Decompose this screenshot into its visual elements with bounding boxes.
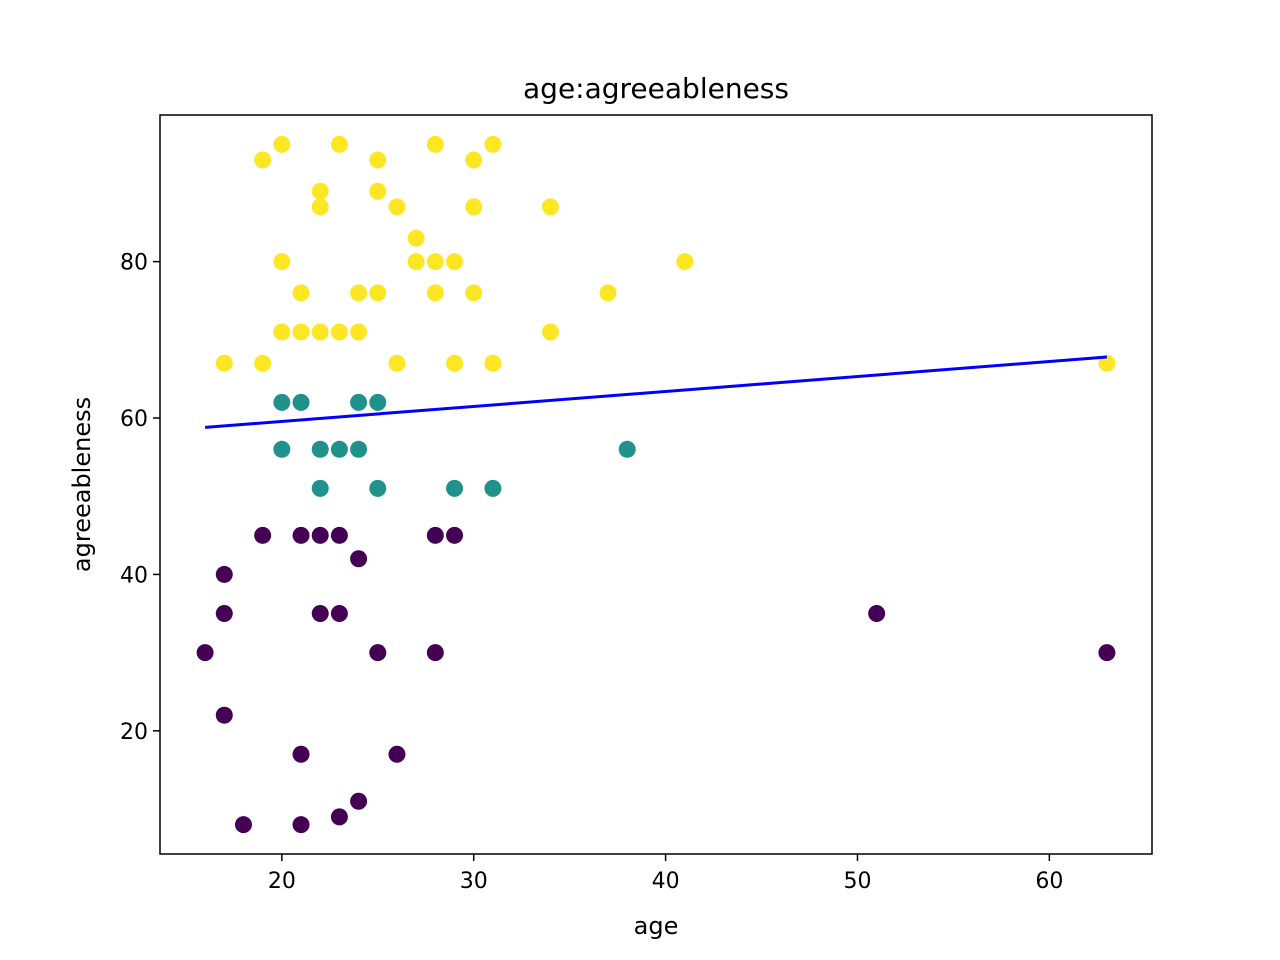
y-tick-label: 40 — [120, 563, 148, 588]
data-point-high — [426, 135, 444, 153]
data-point-low — [388, 745, 406, 763]
data-point-mid — [446, 479, 464, 497]
data-point-high — [465, 151, 483, 169]
data-point-high — [407, 253, 425, 271]
x-tick-label: 50 — [843, 869, 871, 894]
data-point-high — [541, 323, 559, 341]
data-point-high — [369, 182, 387, 200]
data-point-high — [254, 151, 272, 169]
data-point-mid — [350, 393, 368, 411]
y-axis-label: agreeableness — [68, 397, 96, 572]
data-point-mid — [484, 479, 502, 497]
trend-line-layer — [204, 355, 1108, 429]
data-point-low — [330, 808, 348, 826]
data-point-high — [273, 253, 291, 271]
data-point-mid — [369, 393, 387, 411]
data-point-high — [254, 354, 272, 372]
data-point-high — [292, 323, 310, 341]
data-point-high — [330, 323, 348, 341]
data-point-high — [426, 284, 444, 302]
data-point-high — [311, 323, 329, 341]
data-point-low — [292, 745, 310, 763]
data-point-high — [330, 135, 348, 153]
data-point-high — [407, 229, 425, 247]
data-point-low — [254, 526, 272, 544]
data-point-low — [446, 526, 464, 544]
data-point-high — [388, 198, 406, 216]
data-point-low — [215, 706, 233, 724]
data-point-high — [215, 354, 233, 372]
data-point-low — [868, 605, 886, 623]
x-tick-label: 30 — [460, 869, 488, 894]
data-point-low — [330, 605, 348, 623]
data-point-high — [446, 354, 464, 372]
y-tick-label: 80 — [120, 251, 148, 276]
x-axis-label: age — [634, 912, 679, 940]
data-point-low — [234, 816, 252, 834]
data-point-low — [369, 644, 387, 662]
plot-frame — [159, 114, 1153, 855]
data-point-high — [273, 135, 291, 153]
data-point-high — [465, 198, 483, 216]
data-point-low — [350, 550, 368, 568]
data-point-high — [388, 354, 406, 372]
y-axis-ticks: 20 40 60 80 — [120, 251, 160, 745]
data-point-low — [426, 644, 444, 662]
y-tick-label: 60 — [120, 407, 148, 432]
data-point-low — [215, 565, 233, 583]
data-point-low — [330, 526, 348, 544]
data-point-high — [541, 198, 559, 216]
data-point-high — [311, 198, 329, 216]
data-point-mid — [292, 393, 310, 411]
x-axis-ticks: 20 30 40 50 60 — [268, 854, 1063, 894]
data-point-low — [350, 792, 368, 810]
data-point-high — [599, 284, 617, 302]
data-point-high — [676, 253, 694, 271]
data-point-low — [311, 605, 329, 623]
data-point-low — [292, 526, 310, 544]
x-tick-label: 60 — [1035, 869, 1063, 894]
data-point-low — [426, 526, 444, 544]
y-tick-label: 20 — [120, 720, 148, 745]
data-point-high — [484, 135, 502, 153]
data-point-high — [273, 323, 291, 341]
x-tick-label: 40 — [652, 869, 680, 894]
chart-title: age:agreeableness — [523, 72, 789, 105]
data-points — [196, 135, 1116, 834]
data-point-low — [292, 816, 310, 834]
data-point-high — [292, 284, 310, 302]
data-point-low — [196, 644, 214, 662]
data-point-high — [369, 284, 387, 302]
data-point-mid — [273, 393, 291, 411]
data-point-low — [1098, 644, 1116, 662]
data-point-mid — [350, 440, 368, 458]
data-point-high — [350, 323, 368, 341]
x-tick-label: 20 — [268, 869, 296, 894]
data-point-high — [484, 354, 502, 372]
data-point-high — [369, 151, 387, 169]
data-point-high — [350, 284, 368, 302]
data-point-high — [465, 284, 483, 302]
trend-line — [204, 355, 1108, 429]
data-point-mid — [618, 440, 636, 458]
data-point-high — [446, 253, 464, 271]
data-point-mid — [369, 479, 387, 497]
data-point-mid — [273, 440, 291, 458]
data-point-low — [311, 526, 329, 544]
data-point-low — [215, 605, 233, 623]
data-point-high — [311, 182, 329, 200]
data-point-mid — [311, 479, 329, 497]
data-point-high — [1098, 354, 1116, 372]
data-point-mid — [311, 440, 329, 458]
data-point-high — [426, 253, 444, 271]
data-point-mid — [330, 440, 348, 458]
plot-area — [160, 115, 1152, 854]
